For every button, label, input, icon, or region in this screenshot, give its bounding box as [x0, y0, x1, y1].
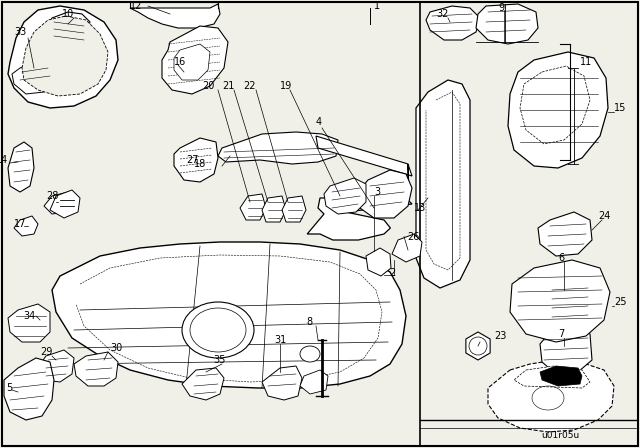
Polygon shape	[130, 4, 220, 28]
Text: 33: 33	[14, 27, 26, 37]
Polygon shape	[36, 350, 74, 382]
Polygon shape	[44, 192, 72, 214]
Polygon shape	[403, 164, 409, 206]
Polygon shape	[14, 216, 38, 236]
Polygon shape	[262, 196, 286, 222]
Ellipse shape	[182, 302, 254, 358]
Text: 9: 9	[498, 3, 504, 13]
Polygon shape	[316, 136, 412, 176]
Text: 12: 12	[130, 1, 142, 11]
Text: 24: 24	[598, 211, 611, 221]
Polygon shape	[174, 138, 218, 182]
Text: 30: 30	[110, 343, 122, 353]
Polygon shape	[416, 80, 470, 288]
Text: 35: 35	[214, 355, 226, 365]
Polygon shape	[392, 234, 422, 262]
Text: 27: 27	[186, 155, 198, 165]
Polygon shape	[426, 6, 480, 40]
Polygon shape	[50, 190, 80, 218]
Text: 16: 16	[174, 57, 186, 67]
Text: 19: 19	[280, 81, 292, 91]
Polygon shape	[8, 142, 34, 192]
Polygon shape	[307, 198, 412, 240]
Text: 28: 28	[46, 191, 58, 201]
Text: 6: 6	[558, 253, 564, 263]
Polygon shape	[476, 4, 538, 44]
Polygon shape	[240, 194, 266, 220]
Text: 3: 3	[374, 187, 380, 197]
Text: 22: 22	[244, 81, 256, 91]
Text: 8: 8	[306, 317, 312, 327]
Polygon shape	[508, 52, 608, 168]
Text: 25: 25	[614, 297, 627, 307]
Text: 34: 34	[24, 311, 36, 321]
Polygon shape	[174, 44, 210, 80]
Text: 29: 29	[40, 347, 52, 357]
Text: 14: 14	[0, 155, 8, 165]
Polygon shape	[540, 326, 592, 374]
Polygon shape	[182, 368, 224, 400]
Text: 1: 1	[374, 1, 380, 11]
Text: 15: 15	[614, 103, 627, 113]
Polygon shape	[22, 16, 108, 96]
Polygon shape	[52, 242, 406, 388]
Polygon shape	[162, 26, 228, 94]
Text: 5: 5	[6, 383, 12, 393]
Polygon shape	[300, 370, 328, 394]
Polygon shape	[218, 132, 338, 164]
Polygon shape	[74, 352, 118, 386]
Polygon shape	[538, 212, 592, 256]
Text: 31: 31	[274, 335, 286, 345]
Polygon shape	[466, 332, 490, 360]
Text: 20: 20	[202, 81, 214, 91]
Polygon shape	[358, 170, 412, 218]
Text: u01r05u: u01r05u	[541, 431, 579, 440]
Text: 26: 26	[407, 232, 419, 241]
Polygon shape	[548, 278, 592, 328]
Polygon shape	[324, 178, 366, 214]
Text: 11: 11	[580, 57, 592, 67]
Polygon shape	[8, 6, 118, 108]
Text: 21: 21	[222, 81, 234, 91]
Polygon shape	[514, 366, 590, 388]
Text: 4: 4	[316, 117, 322, 127]
Polygon shape	[520, 66, 590, 144]
Polygon shape	[488, 360, 614, 432]
Text: 13: 13	[414, 203, 426, 213]
Text: 18: 18	[194, 159, 206, 169]
Polygon shape	[540, 366, 582, 386]
Polygon shape	[282, 196, 306, 222]
Text: 7: 7	[558, 329, 564, 339]
Text: 10: 10	[62, 9, 74, 19]
Polygon shape	[510, 260, 610, 342]
Ellipse shape	[300, 346, 320, 362]
Text: 23: 23	[494, 331, 506, 341]
Polygon shape	[46, 12, 90, 46]
Polygon shape	[262, 366, 302, 400]
Text: 17: 17	[14, 219, 26, 229]
Polygon shape	[12, 60, 54, 94]
Text: 2: 2	[389, 268, 396, 278]
Polygon shape	[366, 248, 391, 276]
Polygon shape	[8, 304, 50, 342]
Text: 32: 32	[436, 9, 449, 19]
Polygon shape	[4, 358, 54, 420]
